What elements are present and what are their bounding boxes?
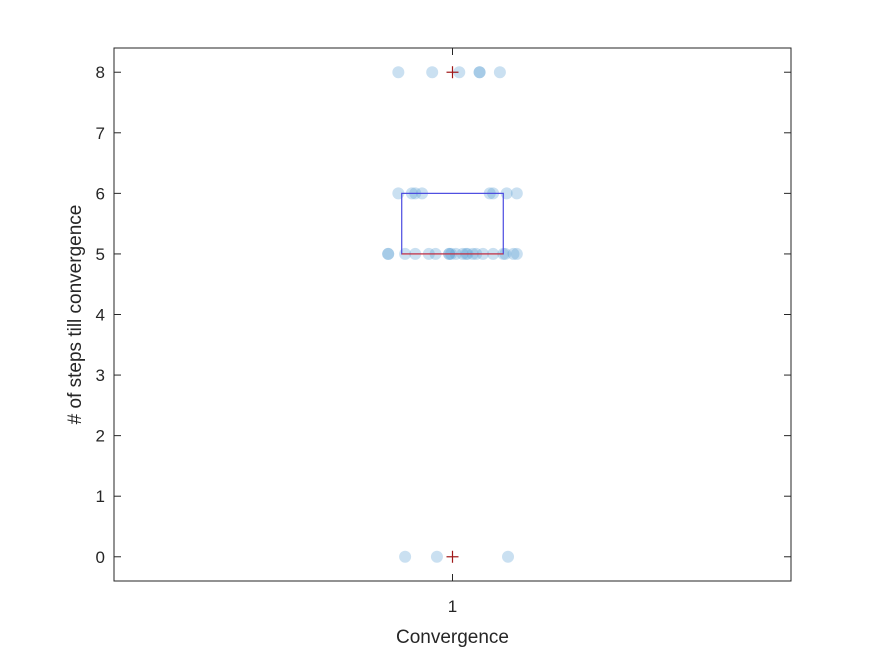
y-tick-label: 4	[96, 306, 105, 325]
data-point	[493, 66, 506, 79]
data-point	[473, 66, 486, 79]
x-axis-label: Convergence	[396, 627, 509, 648]
y-axis-label: # of steps till convergence	[65, 205, 86, 425]
y-tick-label: 2	[96, 427, 105, 446]
data-point	[507, 247, 520, 260]
outlier-layer	[446, 66, 459, 563]
y-tick-label: 6	[96, 184, 105, 203]
data-point	[430, 550, 443, 563]
x-tick-label: 1	[448, 597, 457, 616]
outlier-marker	[446, 550, 459, 563]
ticks-layer: 0 1 2 3 4 5 6 7 8 1	[96, 48, 791, 616]
data-point	[382, 247, 395, 260]
data-point	[510, 187, 523, 200]
data-point	[473, 66, 486, 79]
plot-area	[113, 47, 792, 582]
outlier-marker	[446, 66, 459, 79]
data-point	[392, 66, 405, 79]
y-tick-label: 8	[96, 63, 105, 82]
data-point	[382, 247, 395, 260]
data-point	[510, 247, 523, 260]
data-point	[426, 66, 439, 79]
box-layer	[401, 192, 504, 255]
data-point	[453, 66, 466, 79]
y-tick-label: 1	[96, 487, 105, 506]
y-tick-label: 5	[96, 245, 105, 264]
data-point	[499, 247, 512, 260]
data-point	[399, 550, 412, 563]
y-tick-label: 0	[96, 548, 105, 567]
y-tick-label: 7	[96, 124, 105, 143]
data-point	[502, 550, 515, 563]
y-tick-label: 3	[96, 366, 105, 385]
